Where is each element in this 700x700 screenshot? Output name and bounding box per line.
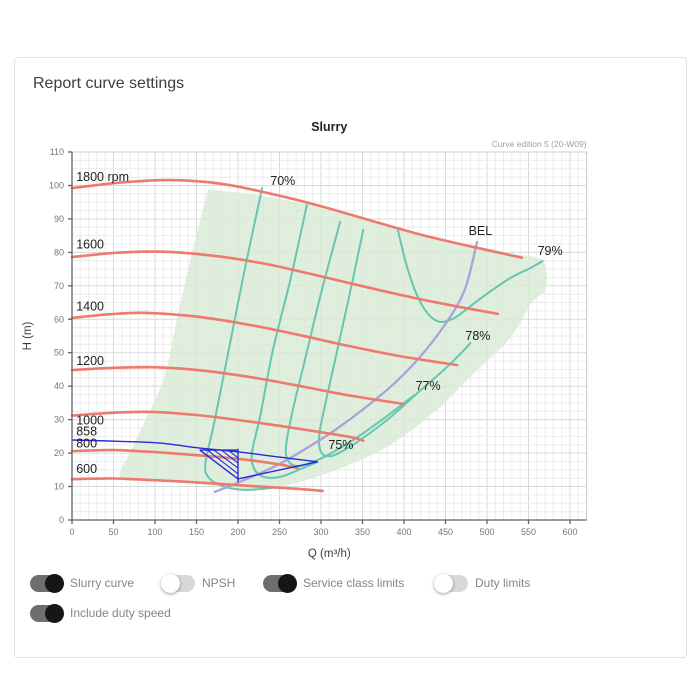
switch-knob[interactable] (45, 573, 64, 593)
curve-label-1000: 1000 (76, 414, 104, 428)
service-class-limit-line (199, 449, 239, 480)
service-class-limits-switch[interactable] (263, 573, 297, 593)
switch-knob[interactable] (278, 573, 297, 593)
curve-label-1200: 1200 (76, 354, 104, 368)
toggle-duty-limits-label: Duty limits (475, 576, 531, 590)
speed-curve-1200 (70, 365, 405, 406)
svg-text:110: 110 (50, 147, 64, 157)
curve-label-79: 79% (538, 244, 563, 258)
efficiency-contour-79% (396, 226, 544, 324)
toggle-npsh-label: NPSH (202, 576, 236, 590)
svg-text:300: 300 (313, 527, 328, 537)
toggle-include-duty-speed-label: Include duty speed (70, 606, 171, 620)
npsh-switch[interactable] (161, 573, 195, 593)
curve-label-BEL: BEL (469, 224, 493, 238)
include-duty-speed-switch[interactable] (30, 603, 64, 623)
service-class-limit-hatch (227, 449, 239, 459)
speed-curve-600 (70, 477, 324, 493)
curve-label-75: 75% (328, 438, 353, 452)
svg-text:50: 50 (108, 527, 118, 537)
service-class-limit-hatch (206, 449, 239, 475)
duty-limits-switch[interactable] (434, 573, 468, 593)
svg-text:500: 500 (479, 527, 494, 537)
svg-text:200: 200 (230, 527, 245, 537)
bel-line (213, 240, 479, 494)
efficiency-contour-70% (204, 187, 273, 491)
curve-edition-note: Curve edition 5 (20-W09) (492, 139, 587, 149)
switch-knob[interactable] (161, 573, 180, 593)
svg-text:0: 0 (69, 527, 74, 537)
x-axis-title: Q (m³/h) (308, 548, 351, 560)
svg-text:0: 0 (59, 515, 64, 525)
curve-label-1600: 1600 (76, 238, 104, 252)
svg-text:60: 60 (54, 314, 64, 324)
toggle-include-duty-speed[interactable]: Include duty speed (30, 603, 171, 623)
svg-text:10: 10 (54, 482, 64, 492)
svg-text:80: 80 (54, 247, 64, 257)
switch-knob[interactable] (434, 573, 453, 593)
service-class-limit-line (237, 461, 318, 480)
service-class-limit-hatch (221, 449, 239, 464)
svg-text:20: 20 (54, 448, 64, 458)
axis-tick-labels: 0 50 100 150 200 250 300 350 400 450 500 550 600 0 10 2… (49, 147, 578, 537)
service-class-limit-hatch (234, 449, 239, 453)
curve-label-70: 70% (270, 174, 295, 188)
svg-text:100: 100 (147, 527, 162, 537)
speed-curve-1600 (70, 250, 500, 316)
curve-label-78: 78% (465, 329, 490, 343)
toggle-slurry-curve[interactable]: Slurry curve (30, 573, 134, 593)
switch-knob[interactable] (45, 603, 64, 623)
svg-text:250: 250 (272, 527, 287, 537)
chart-title: Slurry (311, 120, 347, 134)
svg-text:350: 350 (355, 527, 370, 537)
efficiency-contour-78% (318, 228, 472, 458)
y-axis-title: H (m) (22, 321, 34, 350)
svg-text:70: 70 (54, 281, 64, 291)
toggle-service-class-limits-label: Service class limits (303, 576, 405, 590)
efficiency-contour-75% (250, 203, 318, 479)
speed-curve-800 (70, 448, 300, 470)
curve-label-858: 858 (76, 425, 97, 439)
svg-text:400: 400 (396, 527, 411, 537)
curve-label-800: 800 (76, 436, 97, 450)
speed-curve-1400 (70, 311, 459, 367)
speed-curve-1800 (70, 178, 524, 259)
duty-curve-858 (71, 439, 318, 463)
svg-text:450: 450 (438, 527, 453, 537)
operating-region (119, 189, 547, 490)
toggle-npsh[interactable]: NPSH (161, 573, 236, 593)
curve-label-77: 77% (416, 379, 441, 393)
svg-text:600: 600 (562, 527, 577, 537)
svg-text:30: 30 (54, 415, 64, 425)
svg-text:90: 90 (54, 214, 64, 224)
page-title: Report curve settings (33, 75, 185, 92)
curve-label-1400: 1400 (76, 300, 104, 314)
curve-label-1800rpm: 1800 rpm (76, 170, 129, 184)
svg-text:100: 100 (49, 181, 64, 191)
speed-curves (70, 178, 524, 493)
svg-text:150: 150 (189, 527, 204, 537)
service-class-limit-hatch (213, 449, 239, 469)
slurry-curve-switch[interactable] (30, 573, 64, 593)
duty-speed-curve (71, 439, 318, 483)
axes (68, 151, 587, 524)
curve-label-600: 600 (76, 462, 97, 476)
svg-text:550: 550 (521, 527, 536, 537)
speed-curve-1000 (70, 410, 365, 442)
toggle-slurry-curve-label: Slurry curve (70, 576, 135, 590)
toggle-service-class-limits[interactable]: Service class limits (263, 573, 404, 593)
svg-text:40: 40 (54, 381, 64, 391)
svg-text:50: 50 (54, 348, 64, 358)
toggle-duty-limits[interactable]: Duty limits (434, 573, 531, 593)
